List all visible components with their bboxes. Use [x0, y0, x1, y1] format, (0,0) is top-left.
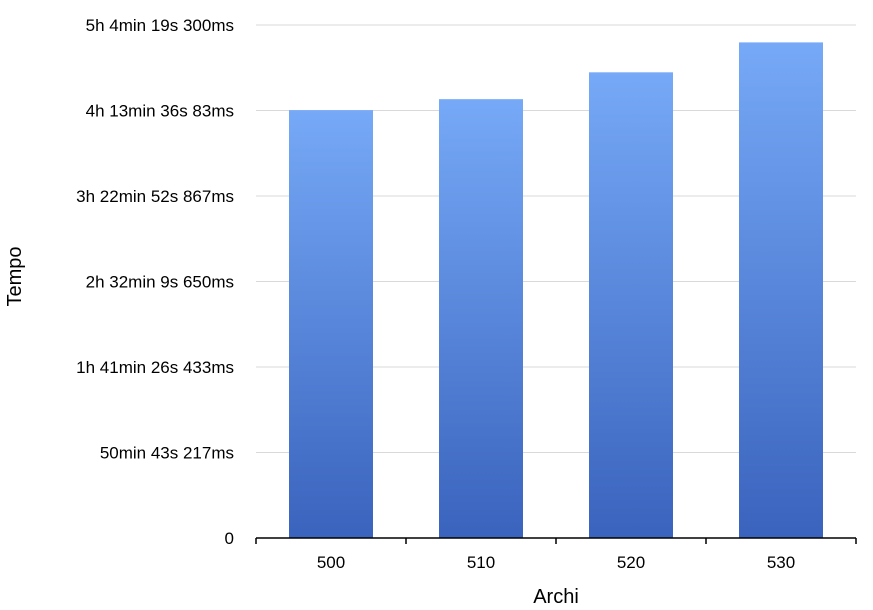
y-tick-label: 5h 4min 19s 300ms: [86, 16, 234, 35]
y-axis-title: Tempo: [4, 246, 26, 306]
y-tick-label: 3h 22min 52s 867ms: [76, 187, 234, 206]
bar-530: [739, 42, 823, 538]
y-tick-label: 0: [225, 529, 234, 548]
y-tick-label: 1h 41min 26s 433ms: [76, 358, 234, 377]
x-tick-label: 500: [317, 553, 345, 572]
x-tick-label: 510: [467, 553, 495, 572]
bar-520: [589, 72, 673, 539]
x-axis-title: Archi: [533, 586, 579, 608]
x-axis-ticks: 500 510 520 530: [255, 538, 857, 572]
y-tick-label: 4h 13min 36s 83ms: [86, 102, 234, 121]
x-tick-label: 530: [767, 553, 795, 572]
y-axis-ticks: 0 50min 43s 217ms 1h 41min 26s 433ms 2h 32m…: [76, 16, 234, 548]
bar-500: [289, 110, 373, 538]
y-tick-label: 50min 43s 217ms: [100, 444, 234, 463]
y-tick-label: 2h 32min 9s 650ms: [86, 273, 234, 292]
x-tick-label: 520: [617, 553, 645, 572]
bar-510: [439, 99, 523, 538]
bars: [289, 42, 823, 539]
